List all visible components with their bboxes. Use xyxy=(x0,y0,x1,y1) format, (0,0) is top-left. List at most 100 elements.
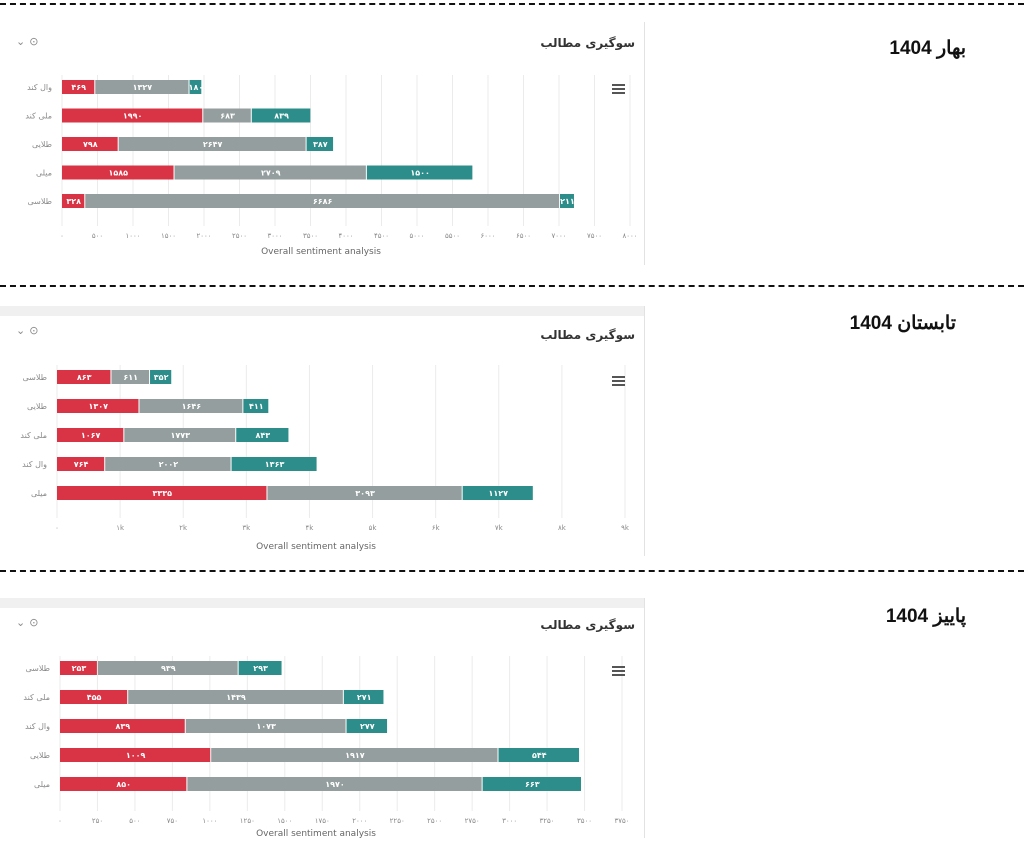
x-tick-label: ۲۵۰۰ xyxy=(427,817,442,825)
x-tick-label: ۷۵۰ xyxy=(167,817,178,825)
panel-controls: ⌄⊙ xyxy=(16,616,42,629)
category-label: ملی کند xyxy=(20,431,47,440)
bar-segment-negative xyxy=(60,661,97,675)
bar-segment-neutral xyxy=(118,137,306,151)
x-tick-label: ۹k xyxy=(621,524,630,532)
bar-segment-neutral xyxy=(174,165,366,180)
x-tick-label: ۳۲۵۰ xyxy=(540,817,555,825)
x-tick-label: ۷۰۰۰ xyxy=(551,232,566,240)
category-label: طلایی xyxy=(32,140,52,149)
bar-segment-neutral xyxy=(124,428,236,442)
data-label: ۲۰۰۲ xyxy=(159,460,179,469)
x-tick-label: ۰ xyxy=(55,524,59,532)
x-tick-label: ۲۵۰۰ xyxy=(232,232,247,240)
x-axis-title: Overall sentiment analysis xyxy=(261,247,381,257)
x-tick-label: ۱k xyxy=(116,524,125,532)
bar-segment-neutral xyxy=(185,719,346,733)
stacked-bar-chart: ۰ ۵۰۰ ۱۰۰۰ ۱۵۰۰ ۲۰۰۰ ۲۵۰۰ ۳۰۰۰ ۳۵۰۰ ۴۰۰۰ ۴۵۰۰ ۵۰۰۰… xyxy=(25,75,638,257)
bar-segment-positive xyxy=(306,137,334,151)
data-label: ۱۱۲۷ xyxy=(488,489,508,498)
category-label: طلاسی xyxy=(27,197,52,206)
separator-top xyxy=(0,3,1024,5)
data-label: ۷۶۴ xyxy=(74,460,89,469)
data-label: ۸۴۳ xyxy=(256,431,271,440)
category-label: طلاسی xyxy=(25,664,50,673)
bar-segment-neutral xyxy=(97,661,238,675)
bar-segment-positive xyxy=(231,457,317,471)
category-label: میلی xyxy=(34,780,50,789)
data-label: ۱۹۱۷ xyxy=(345,751,365,760)
data-label: ۸۵۰ xyxy=(116,780,131,789)
x-tick-label: ۴۰۰۰ xyxy=(338,232,353,240)
bar-segment-positive xyxy=(251,108,311,123)
data-label: ۱۰۷۳ xyxy=(256,722,276,731)
bar-segment-neutral xyxy=(267,486,462,500)
x-tick-label: ۸۰۰۰ xyxy=(622,232,637,240)
data-label: ۱۳۰۷ xyxy=(88,402,108,411)
data-label: ۲۱۱ xyxy=(560,197,575,206)
info-icon[interactable]: ⊙ xyxy=(29,616,43,629)
category-label: ملی کند xyxy=(23,693,50,702)
category-label: طلایی xyxy=(27,402,47,411)
info-icon[interactable]: ⊙ xyxy=(29,35,43,48)
chevron-down-icon[interactable]: ⌄ xyxy=(16,324,30,337)
x-tick-label: ۶k xyxy=(432,524,441,532)
data-label: ۷۹۸ xyxy=(83,140,98,149)
data-label: ۳۵۲ xyxy=(154,373,169,382)
bar-segment-negative xyxy=(57,457,105,471)
bar-segment-positive xyxy=(150,370,172,384)
hamburger-menu-icon[interactable] xyxy=(612,84,625,94)
x-tick-label: ۴۵۰۰ xyxy=(374,232,389,240)
category-label: وال کند xyxy=(25,722,50,731)
chart-panel-summer: ⌄⊙ سوگیری مطالب ۰ ۱k ۲k ۳k ۴k ۵k ۶k ۷k ۸k ۹k Overa… xyxy=(0,306,645,556)
category-label: میلی xyxy=(31,489,47,498)
hamburger-menu-icon[interactable] xyxy=(612,376,625,386)
chart-panel-autumn: ⌄⊙ سوگیری مطالب ۰ ۲۵۰ ۵۰۰ ۷۵۰ ۱۰۰۰ ۱۲۵۰ ۱۵۰۰ ۱۷… xyxy=(0,598,645,839)
data-label: ۱۴۳۹ xyxy=(226,693,246,702)
data-label: ۲۵۳ xyxy=(72,664,87,673)
data-label: ۱۵۸۵ xyxy=(109,169,129,178)
data-label: ۵۴۴ xyxy=(532,751,547,760)
data-label: ۱۰۰۹ xyxy=(126,751,146,760)
season-label-spring: بهار 1404 xyxy=(889,38,966,59)
x-tick-label: ۳۰۰۰ xyxy=(502,817,517,825)
bar-segment-neutral xyxy=(139,399,243,413)
data-label: ۶۶۳ xyxy=(525,780,540,789)
x-axis-title: Overall sentiment analysis xyxy=(256,829,376,838)
bar-segment-positive xyxy=(482,777,581,791)
x-tick-label: ۵۰۰۰ xyxy=(409,232,424,240)
bar-segment-negative xyxy=(57,370,111,384)
x-tick-label: ۲۷۵۰ xyxy=(465,817,480,825)
data-label: ۳۳۳۵ xyxy=(152,489,172,498)
x-tick-label: ۱۷۵۰ xyxy=(315,817,330,825)
category-label: طلایی xyxy=(30,751,50,760)
separator-1 xyxy=(0,285,1024,287)
x-tick-label: ۸k xyxy=(558,524,567,532)
x-tick-label: ۷۵۰۰ xyxy=(587,232,602,240)
bar-segment-positive xyxy=(238,661,282,675)
chevron-down-icon[interactable]: ⌄ xyxy=(16,35,30,48)
x-tick-label: ۲۲۵۰ xyxy=(390,817,405,825)
data-label: ۱۵۰۰ xyxy=(410,169,430,178)
x-tick-label: ۲۰۰۰ xyxy=(196,232,211,240)
x-tick-label: ۰ xyxy=(58,817,62,825)
x-tick-label: ۵۰۰ xyxy=(129,817,140,825)
hamburger-menu-icon[interactable] xyxy=(612,666,625,676)
data-label: ۱۸۰ xyxy=(189,83,204,92)
bar-segment-positive xyxy=(346,719,388,733)
data-label: ۲۶۴۷ xyxy=(203,140,223,149)
data-label: ۴۵۵ xyxy=(87,693,102,702)
data-label: ۹۳۹ xyxy=(161,664,176,673)
data-label: ۳۰۹۳ xyxy=(355,489,375,498)
bar-segment-negative xyxy=(62,137,118,151)
x-tick-label: ۳k xyxy=(242,524,251,532)
data-label: ۱۷۷۳ xyxy=(171,431,191,440)
chevron-down-icon[interactable]: ⌄ xyxy=(16,616,30,629)
bar-segment-negative xyxy=(60,748,211,762)
data-label: ۸۳۹ xyxy=(116,722,131,731)
panel-border xyxy=(644,22,645,265)
info-icon[interactable]: ⊙ xyxy=(29,324,43,337)
bar-segment-neutral xyxy=(95,80,189,94)
x-axis-title: Overall sentiment analysis xyxy=(256,542,376,552)
bar-segment-neutral xyxy=(203,108,251,123)
